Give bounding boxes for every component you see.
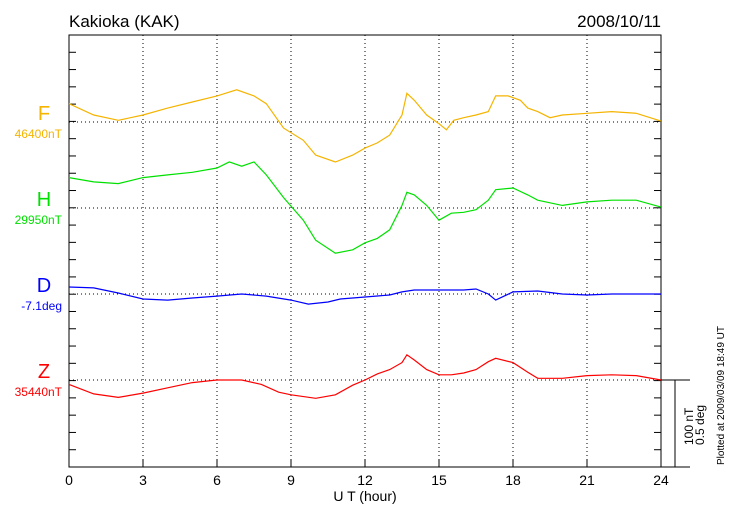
x-tick-label: 18	[505, 472, 521, 488]
plotted-note: Plotted at 2009/03/09 18:49 UT	[716, 326, 727, 465]
series-line-Z	[68, 353, 662, 399]
series-line-H	[68, 161, 662, 254]
x-tick-label: 0	[65, 472, 73, 488]
x-tick-label: 15	[431, 472, 447, 488]
x-axis-label: U T (hour)	[333, 488, 396, 504]
series-baseline-H: 29950nT	[15, 213, 63, 227]
chart-date: 2008/10/11	[577, 12, 661, 31]
series-name-H: H	[37, 189, 51, 211]
series-line-D	[68, 286, 661, 305]
series-line-F	[68, 89, 662, 163]
x-tick-label: 21	[579, 472, 595, 488]
chart-title: Kakioka (KAK)	[69, 12, 180, 31]
series-baseline-Z: 35440nT	[15, 385, 63, 399]
scale-label-nt: 100 nT	[682, 407, 696, 445]
series-name-F: F	[38, 103, 50, 125]
x-tick-label: 9	[287, 472, 295, 488]
x-tick-label: 24	[653, 472, 669, 488]
series-name-D: D	[37, 275, 51, 297]
x-tick-label: 3	[139, 472, 147, 488]
series-baseline-F: 46400nT	[15, 127, 63, 141]
x-tick-label: 12	[357, 472, 373, 488]
series-baseline-D: -7.1deg	[21, 299, 62, 313]
series-name-Z: Z	[38, 361, 50, 383]
x-tick-label: 6	[213, 472, 221, 488]
scale-label-deg: 0.5 deg	[693, 405, 707, 445]
scale-bar	[661, 379, 690, 468]
